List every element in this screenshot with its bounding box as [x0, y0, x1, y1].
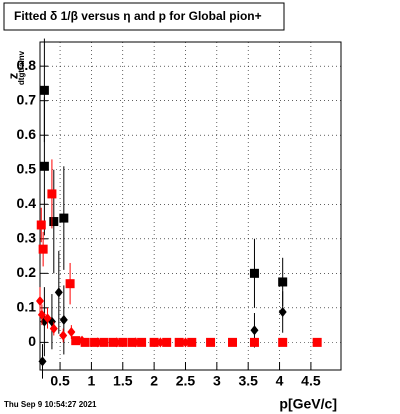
marker-diamond [54, 287, 63, 298]
marker-square [187, 337, 197, 347]
x-tick-label: 4.5 [301, 373, 321, 389]
y-tick-label: 0.6 [17, 126, 37, 142]
marker-square [206, 337, 216, 347]
marker-square [99, 337, 109, 347]
x-tick-label: 0.5 [50, 373, 70, 389]
marker-square [65, 279, 75, 289]
plot-frame [39, 41, 342, 371]
y-tick-label: 0.2 [17, 264, 37, 280]
marker-diamond [181, 337, 190, 348]
marker-diamond [156, 337, 165, 348]
marker-diamond [36, 295, 44, 306]
y-tick-label: 0.1 [17, 299, 37, 315]
marker-diamond [67, 327, 76, 338]
y-tick-label: 0 [28, 333, 36, 349]
marker-diamond [93, 337, 102, 348]
x-tick-label: 1 [88, 373, 96, 389]
x-tick-label: 2 [150, 373, 158, 389]
marker-diamond [38, 356, 47, 367]
marker-square [59, 213, 69, 223]
marker-square [80, 337, 90, 347]
y-axis-label-sub: dtgtrainv [17, 50, 26, 85]
marker-diamond [78, 335, 87, 346]
x-tick-label: 2.5 [176, 373, 196, 389]
marker-diamond [278, 306, 287, 317]
marker-diamond [37, 309, 46, 320]
marker-square [36, 220, 46, 230]
marker-square [118, 337, 128, 347]
footer: Thu Sep 9 10:54:27 2021 [4, 400, 97, 409]
marker-square [249, 337, 259, 347]
marker-square [47, 189, 57, 199]
marker-diamond [59, 330, 68, 341]
x-tick-label: 3.5 [238, 373, 258, 389]
marker-square [278, 337, 288, 347]
marker-square [249, 268, 259, 278]
title-box [3, 2, 285, 31]
y-axis-label: z [5, 72, 20, 79]
y-tick-label: 0.5 [17, 160, 37, 176]
marker-square [312, 337, 322, 347]
x-axis-label: p[GeV/c] [279, 396, 337, 412]
marker-square [278, 277, 288, 287]
marker-square [39, 85, 49, 95]
marker-square [174, 337, 184, 347]
y-tick-label: 0.8 [17, 57, 37, 73]
marker-diamond [59, 314, 68, 325]
marker-diamond [49, 323, 58, 334]
marker-square [38, 244, 48, 254]
marker-square [71, 336, 81, 346]
y-tick-label: 0.7 [17, 91, 37, 107]
marker-square [162, 337, 172, 347]
chart-title: Fitted δ 1/β versus η and p for Global p… [14, 9, 262, 23]
marker-diamond [43, 313, 52, 324]
marker-square [137, 337, 147, 347]
marker-square [149, 337, 159, 347]
marker-diamond [250, 325, 259, 336]
marker-square [228, 337, 238, 347]
x-tick-label: 3 [213, 373, 221, 389]
y-tick-label: 0.4 [17, 195, 37, 211]
marker-square [39, 161, 49, 171]
y-tick-label: 0.3 [17, 230, 37, 246]
marker-square [49, 217, 59, 227]
x-tick-label: 4 [276, 373, 284, 389]
marker-diamond [131, 337, 140, 348]
x-tick-label: 1.5 [113, 373, 133, 389]
marker-diamond [112, 337, 121, 348]
